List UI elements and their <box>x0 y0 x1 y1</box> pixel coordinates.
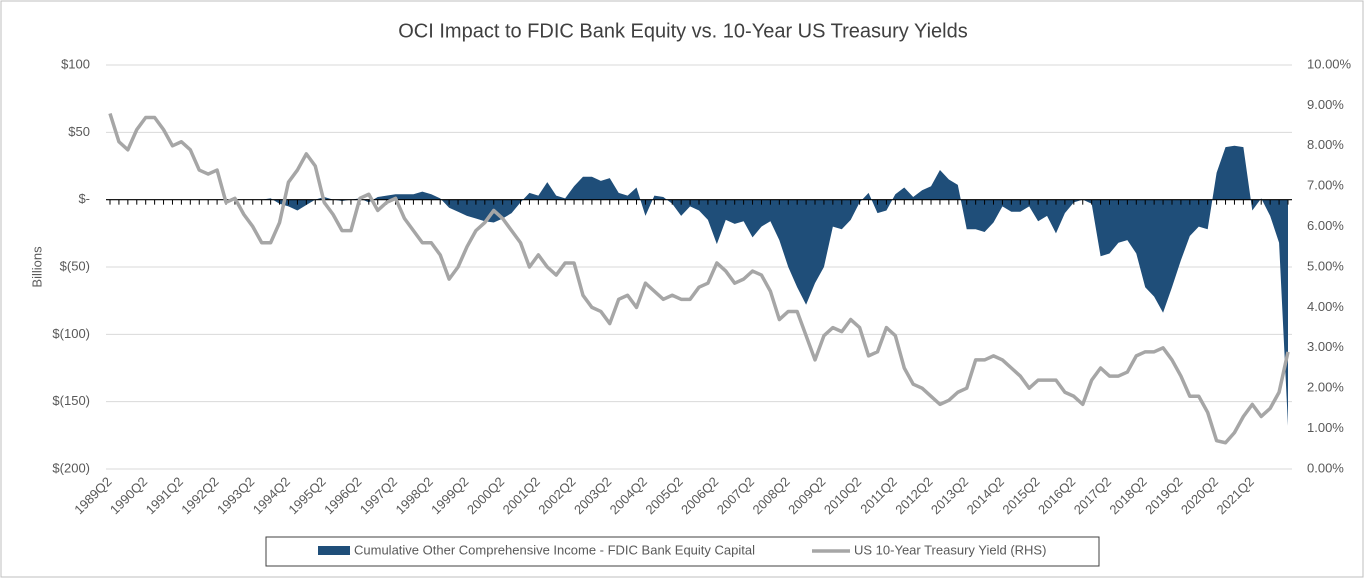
chart-title: OCI Impact to FDIC Bank Equity vs. 10-Ye… <box>398 20 967 42</box>
y2-tick-label: 8.00% <box>1307 137 1344 152</box>
y2-tick-label: 9.00% <box>1307 97 1344 112</box>
y2-tick-label: 4.00% <box>1307 299 1344 314</box>
legend-swatch <box>318 546 350 555</box>
y2-tick-label: 7.00% <box>1307 178 1344 193</box>
legend-box <box>265 536 1100 567</box>
legend-label: US 10-Year Treasury Yield (RHS) <box>854 542 1046 557</box>
y2-tick-label: 0.00% <box>1307 460 1344 475</box>
y2-tick-label: 3.00% <box>1307 339 1344 354</box>
y2-tick-label: 6.00% <box>1307 218 1344 233</box>
area <box>110 145 1288 426</box>
line <box>108 112 1290 445</box>
y-tick-label: $(200) <box>52 460 90 475</box>
y-tick-label: $(100) <box>52 326 90 341</box>
y-tick-label: $(50) <box>60 258 90 273</box>
y-axis-label: Billions <box>29 246 44 288</box>
y2-tick-label: 2.00% <box>1307 380 1344 395</box>
y-tick-label: $(150) <box>52 393 90 408</box>
y-tick-label: $50 <box>68 124 90 139</box>
y2-tick-label: 5.00% <box>1307 258 1344 273</box>
y2-tick-label: 10.00% <box>1307 56 1352 71</box>
y-tick-label: $100 <box>61 56 90 71</box>
y-tick-label: $- <box>78 191 90 206</box>
y2-tick-label: 1.00% <box>1307 420 1344 435</box>
legend-label: Cumulative Other Comprehensive Income - … <box>354 542 755 557</box>
